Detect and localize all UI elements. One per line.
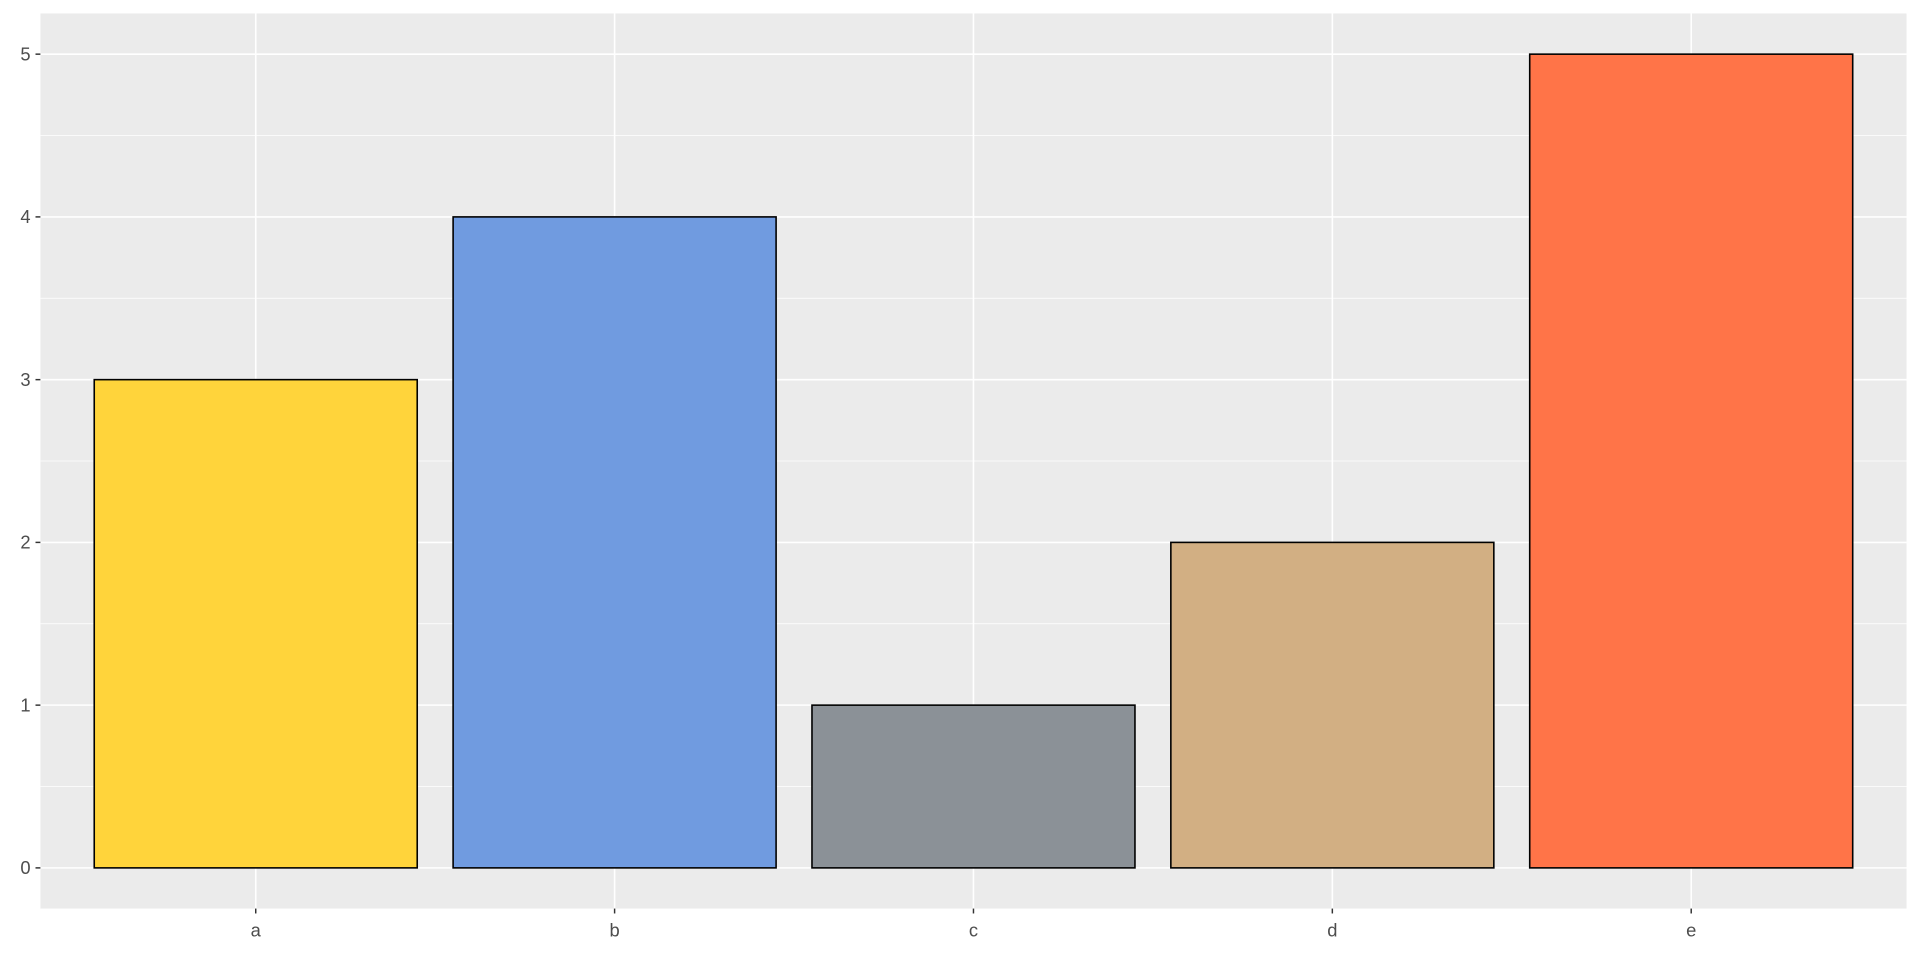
y-tick-label: 2 [20, 532, 30, 553]
y-tick-label: 4 [20, 206, 30, 227]
x-tick-label: b [609, 920, 619, 941]
x-tick-label: a [251, 920, 262, 941]
bar-a [93, 378, 419, 869]
x-tick-label: c [969, 920, 978, 941]
x-tick-label: e [1686, 920, 1696, 941]
y-tick-label: 0 [20, 857, 30, 878]
bar-e [1528, 53, 1854, 869]
y-tick-label: 5 [20, 43, 30, 64]
bar-d [1170, 541, 1495, 869]
bar-c [811, 704, 1136, 869]
y-tick-label: 1 [20, 694, 30, 715]
y-tick-label: 3 [20, 369, 30, 390]
x-tick-label: d [1327, 920, 1337, 941]
bar-b [452, 216, 777, 869]
